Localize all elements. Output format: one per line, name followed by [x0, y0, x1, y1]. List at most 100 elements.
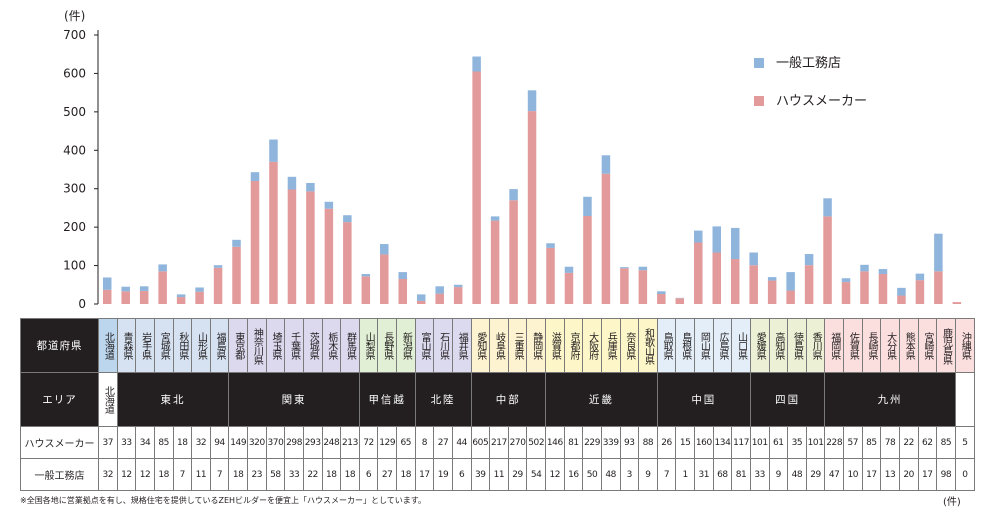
prefecture-cell: 愛知県	[471, 319, 490, 373]
bar-house-maker	[343, 222, 352, 304]
house-maker-count-cell: 146	[546, 427, 565, 459]
house-maker-count-cell: 101	[806, 427, 825, 459]
bar-house-maker	[269, 162, 278, 304]
unit-label-table: (件)	[943, 493, 961, 508]
house-maker-count-cell: 502	[527, 427, 546, 459]
y-tick-label: 300	[63, 182, 86, 196]
bar-general-builder	[325, 202, 334, 209]
bar-house-maker	[731, 259, 740, 304]
house-maker-count-cell: 18	[173, 427, 192, 459]
row-label-general-builder: 一般工務店	[21, 459, 99, 491]
bar-house-maker	[103, 290, 112, 304]
bar-house-maker	[214, 268, 223, 304]
house-maker-count-cell: 8	[415, 427, 434, 459]
bar-general-builder	[177, 294, 186, 297]
general-builder-count-cell: 3	[620, 459, 639, 491]
prefecture-cell: 佐賀県	[844, 319, 863, 373]
y-tick-label: 0	[78, 297, 86, 311]
prefecture-cell: 福島県	[210, 319, 229, 373]
house-maker-count-cell: 217	[490, 427, 509, 459]
region-cell: 東北	[117, 373, 229, 427]
prefecture-cell: 富山県	[415, 319, 434, 373]
general-builder-count-cell: 29	[508, 459, 527, 491]
house-maker-count-cell: 85	[862, 427, 881, 459]
house-maker-count-cell: 94	[210, 427, 229, 459]
bar-general-builder	[897, 288, 906, 296]
general-builder-count-cell: 12	[546, 459, 565, 491]
prefecture-cell: 神奈川県	[248, 319, 267, 373]
legend-item-general: 一般工務店	[754, 52, 841, 71]
region-cell	[955, 373, 974, 427]
prefecture-cell: 京都府	[564, 319, 583, 373]
general-builder-count-cell: 17	[862, 459, 881, 491]
legend-swatch-house	[754, 96, 764, 106]
region-cell: 近畿	[546, 373, 658, 427]
bar-general-builder	[472, 57, 481, 72]
prefecture-cell: 茨城県	[303, 319, 322, 373]
bar-house-maker	[879, 274, 888, 304]
row-label-prefecture: 都道府県	[21, 319, 99, 373]
bar-general-builder	[343, 215, 352, 222]
prefecture-cell: 山梨県	[359, 319, 378, 373]
bar-house-maker	[140, 291, 149, 304]
bar-general-builder	[306, 183, 315, 191]
region-cell: 九州	[825, 373, 955, 427]
house-maker-count-cell: 61	[769, 427, 788, 459]
general-builder-count-cell: 22	[303, 459, 322, 491]
prefecture-cell: 沖縄県	[955, 319, 974, 373]
house-maker-count-cell: 37	[99, 427, 118, 459]
house-maker-count-cell: 320	[248, 427, 267, 459]
bar-house-maker	[657, 294, 666, 304]
bar-general-builder	[232, 240, 241, 247]
bar-house-maker	[472, 72, 481, 304]
house-maker-count-cell: 62	[918, 427, 937, 459]
footnote: ※全国各地に営業拠点を有し、規格住宅を提供しているZEHビルダーを便宜上「ハウス…	[20, 495, 426, 505]
general-builder-count-cell: 19	[434, 459, 453, 491]
prefecture-cell: 熊本県	[899, 319, 918, 373]
prefecture-cell: 滋賀県	[546, 319, 565, 373]
bar-house-maker	[934, 271, 943, 304]
general-builder-count-cell: 47	[825, 459, 844, 491]
bar-house-maker	[916, 280, 925, 304]
house-maker-count-cell: 101	[750, 427, 769, 459]
prefecture-cell: 石川県	[434, 319, 453, 373]
prefecture-cell: 愛媛県	[750, 319, 769, 373]
legend-swatch-general	[754, 58, 764, 68]
prefecture-cell: 新潟県	[397, 319, 416, 373]
bar-general-builder	[842, 278, 851, 282]
general-builder-count-cell: 32	[99, 459, 118, 491]
bar-house-maker	[768, 281, 777, 304]
bar-general-builder	[916, 274, 925, 281]
general-builder-count-cell: 16	[564, 459, 583, 491]
prefecture-cell: 鳥取県	[657, 319, 676, 373]
prefecture-cell: 奈良県	[620, 319, 639, 373]
table-row-area: エリア 北海道東北関東甲信越北陸中部近畿中国四国九州	[21, 373, 975, 427]
prefecture-cell: 青森県	[117, 319, 136, 373]
house-maker-count-cell: 65	[397, 427, 416, 459]
house-maker-count-cell: 78	[881, 427, 900, 459]
prefecture-cell: 岡山県	[695, 319, 714, 373]
prefecture-cell: 岩手県	[136, 319, 155, 373]
bar-general-builder	[620, 267, 629, 268]
bar-house-maker	[620, 268, 629, 304]
house-maker-count-cell: 15	[676, 427, 695, 459]
prefecture-cell: 長野県	[378, 319, 397, 373]
prefecture-cell: 秋田県	[173, 319, 192, 373]
house-maker-count-cell: 26	[657, 427, 676, 459]
bar-house-maker	[546, 248, 555, 304]
general-builder-count-cell: 20	[899, 459, 918, 491]
bar-general-builder	[546, 243, 555, 248]
data-table: 都道府県 北海道青森県岩手県宮城県秋田県山形県福島県東京都神奈川県埼玉県千葉県茨…	[20, 318, 975, 491]
prefecture-cell: 福岡県	[825, 319, 844, 373]
bar-house-maker	[454, 287, 463, 304]
house-maker-count-cell: 228	[825, 427, 844, 459]
prefecture-cell: 東京都	[229, 319, 248, 373]
house-maker-count-cell: 248	[322, 427, 341, 459]
bar-house-maker	[288, 189, 297, 304]
region-cell: 中部	[471, 373, 546, 427]
legend-item-house: ハウスメーカー	[754, 90, 867, 109]
prefecture-cell: 山口県	[732, 319, 751, 373]
bar-general-builder	[565, 267, 574, 273]
